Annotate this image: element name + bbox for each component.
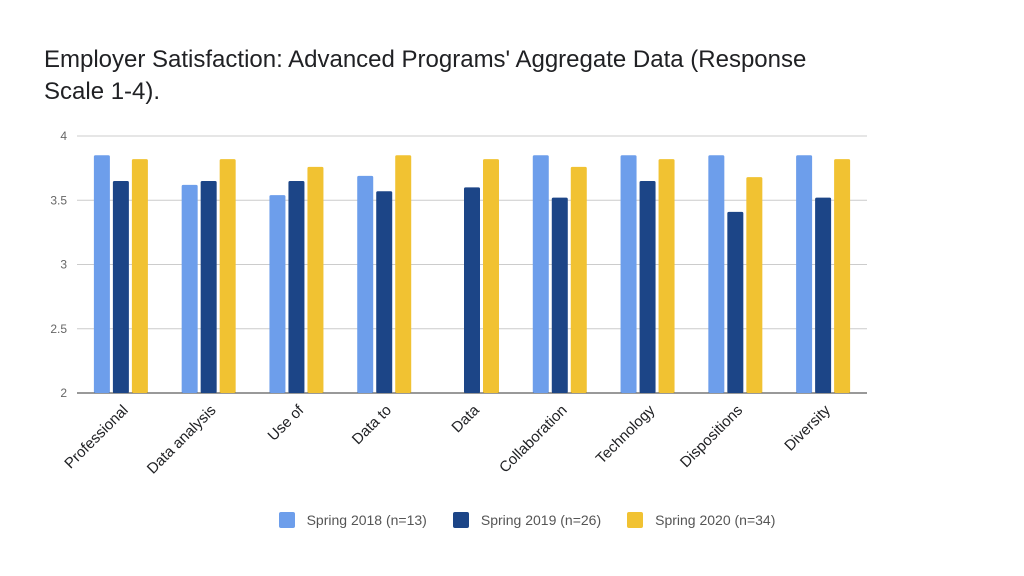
chart-title: Employer Satisfaction: Advanced Programs… [44,46,807,105]
bar [796,155,813,393]
bar [834,159,851,393]
bar [815,197,832,393]
bar [200,180,217,393]
chart-legend: Spring 2018 (n=13) Spring 2019 (n=26) Spri… [0,512,1024,528]
bar [639,180,656,393]
legend-item: Spring 2018 (n=13) [278,512,427,528]
x-tick-label: Diversity [781,401,834,454]
legend-item: Spring 2020 (n=34) [627,512,775,528]
bar [532,155,549,393]
x-tick-label: Data [448,401,483,436]
y-tick-label: 2.5 [50,322,67,336]
bar [93,155,110,393]
bar [288,180,305,393]
legend-label: Spring 2018 (n=13) [306,512,427,528]
bar [357,175,374,393]
bar [570,166,587,393]
x-tick-label: Use of [265,401,308,444]
bar [376,191,393,393]
legend-swatch [452,512,469,528]
bar [181,184,198,393]
x-tick-label: Dispositions [677,402,746,471]
x-tick-label: Data to [349,402,395,448]
bar [219,159,236,393]
y-tick-label: 3.5 [50,193,67,207]
bar [307,166,324,393]
legend-label: Spring 2019 (n=26) [480,512,602,528]
bar [658,159,675,393]
y-tick-label: 4 [60,129,67,143]
x-tick-label: Technology [593,401,659,467]
bar [551,197,568,393]
y-tick-label: 2 [60,386,67,400]
bar [483,159,499,393]
bar [620,155,637,393]
legend-label: Spring 2020 (n=34) [655,512,776,528]
legend-swatch [278,512,295,528]
y-tick-label: 3 [60,258,67,272]
bar [464,187,480,393]
legend-swatch [627,512,644,528]
bar [395,155,412,393]
x-tick-label: Data analysis [144,402,220,478]
x-tick-label: Collaboration [496,402,571,477]
bar [269,195,286,393]
bar [708,155,725,393]
bar [112,180,129,393]
bar [131,159,148,393]
bar [727,211,744,393]
legend-item: Spring 2019 (n=26) [452,512,602,528]
x-tick-label: Professional [61,402,131,472]
bar [746,177,763,393]
